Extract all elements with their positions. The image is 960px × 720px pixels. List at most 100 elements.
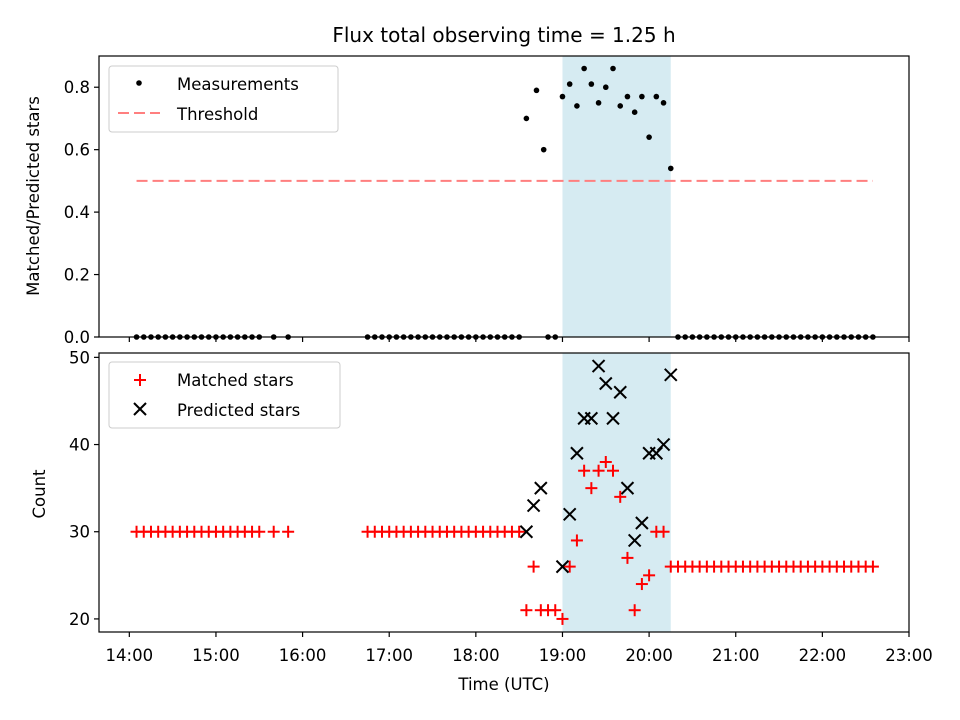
predicted-star-point xyxy=(562,507,577,522)
measurement-point xyxy=(602,84,609,91)
top-legend: Measurements Threshold xyxy=(108,65,339,133)
bottom-ytick-label: 40 xyxy=(69,436,90,455)
measurement-point xyxy=(624,93,631,100)
bottom-y-axis-label: Count xyxy=(30,469,49,519)
measurement-point xyxy=(631,109,638,115)
top-legend-box xyxy=(108,65,339,133)
top-x-axis-ticks xyxy=(128,337,910,342)
measurement-point xyxy=(646,134,652,140)
top-y-axis-label: Matched/Predicted stars xyxy=(24,96,43,296)
bottom-legend-box xyxy=(108,361,341,429)
predicted-star-point xyxy=(534,481,548,495)
predicted-star-point xyxy=(656,437,671,452)
matched-star-point xyxy=(253,525,266,538)
predicted-star-point xyxy=(649,446,664,460)
matched-star-point xyxy=(614,490,627,503)
bottom-xtick-label: 18:00 xyxy=(452,646,500,665)
top-y-axis-ticks: 0.0 0.2 0.4 0.6 0.8 xyxy=(64,78,99,347)
measurement-point xyxy=(559,93,566,100)
measurement-point xyxy=(667,165,674,172)
measurements-series xyxy=(133,65,876,340)
matched-star-point xyxy=(267,525,280,538)
matched-star-point xyxy=(570,534,583,547)
top-panel: 0.0 0.2 0.4 0.6 0.8 Flux total observing tim… xyxy=(24,23,910,347)
matched-star-point xyxy=(556,612,569,625)
legend-matched-marker xyxy=(134,374,146,386)
legend-matched-label: Matched stars xyxy=(177,371,294,390)
top-ytick-label: 0.6 xyxy=(64,141,90,160)
predicted-star-point xyxy=(664,368,678,382)
matched-star-point xyxy=(527,560,540,573)
predicted-star-point xyxy=(635,516,649,530)
predicted-star-point xyxy=(526,498,541,513)
matched-star-point xyxy=(599,455,612,468)
predicted-star-point xyxy=(570,446,584,460)
matched-star-point xyxy=(549,604,562,617)
bottom-axes-frame xyxy=(98,352,910,633)
legend-predicted-label: Predicted stars xyxy=(177,401,300,420)
matched-star-point xyxy=(621,551,634,564)
measurement-point xyxy=(581,65,587,72)
bottom-xtick-label: 15:00 xyxy=(192,646,240,665)
measurement-point xyxy=(617,103,624,109)
measurement-point xyxy=(533,87,540,94)
bottom-x-axis-ticks: 14:00 15:00 16:00 17:00 18:00 19:00 20:00 21:00… xyxy=(106,632,933,665)
predicted-star-point xyxy=(584,411,599,426)
measurement-point xyxy=(653,93,660,100)
matched-stars-series xyxy=(130,455,879,625)
measurement-point xyxy=(540,146,547,153)
bottom-xtick-label: 23:00 xyxy=(885,646,933,665)
measurement-point xyxy=(639,93,645,100)
measurement-point xyxy=(566,81,573,87)
chart-title: Flux total observing time = 1.25 h xyxy=(332,23,675,47)
legend-threshold-label: Threshold xyxy=(176,105,258,124)
bottom-ytick-label: 30 xyxy=(69,523,90,542)
top-ytick-label: 0.4 xyxy=(64,203,90,222)
matched-star-point xyxy=(513,525,526,538)
bottom-ytick-label: 20 xyxy=(69,610,90,629)
matched-star-point xyxy=(585,482,598,495)
measurement-point xyxy=(610,65,616,72)
measurement-point xyxy=(660,100,667,106)
matched-star-point xyxy=(607,464,620,477)
predicted-star-point xyxy=(555,559,570,574)
top-axes-frame xyxy=(98,55,910,338)
measurement-point xyxy=(574,103,580,109)
legend-measurements-label: Measurements xyxy=(177,75,299,94)
bottom-ytick-label: 50 xyxy=(69,348,90,367)
matched-star-point xyxy=(282,525,295,538)
legend-measurements-marker xyxy=(136,80,142,86)
bottom-xtick-label: 22:00 xyxy=(799,646,847,665)
matched-star-point xyxy=(628,604,641,617)
measurement-point xyxy=(523,115,530,122)
matched-star-point xyxy=(657,525,670,538)
matched-star-point xyxy=(635,578,648,591)
matched-star-point xyxy=(866,560,879,573)
top-ytick-label: 0.2 xyxy=(64,266,90,285)
predicted-star-point xyxy=(591,359,606,373)
predicted-stars-series xyxy=(519,359,678,574)
bottom-panel: 20 30 40 50 14:00 15:00 16:00 17:00 18:00 19:00 2… xyxy=(30,348,933,694)
top-ytick-label: 0.0 xyxy=(64,328,90,347)
predicted-star-point xyxy=(620,481,635,495)
measurement-point xyxy=(588,81,595,87)
bottom-xtick-label: 16:00 xyxy=(279,646,327,665)
bottom-highlight-span xyxy=(562,353,671,632)
bottom-xtick-label: 20:00 xyxy=(625,646,673,665)
predicted-star-point xyxy=(519,525,534,539)
matched-star-point xyxy=(578,464,591,477)
predicted-star-point xyxy=(613,385,627,399)
bottom-xtick-label: 21:00 xyxy=(712,646,760,665)
bottom-y-axis-ticks: 20 30 40 50 xyxy=(69,348,99,629)
predicted-star-point xyxy=(627,533,642,548)
predicted-star-point xyxy=(606,411,620,426)
top-highlight-span xyxy=(562,56,671,337)
bottom-xtick-label: 19:00 xyxy=(539,646,587,665)
matched-star-point xyxy=(563,560,576,573)
top-ytick-label: 0.8 xyxy=(64,78,90,97)
bottom-legend: Matched stars Predicted stars xyxy=(108,361,341,429)
measurement-point xyxy=(595,100,602,106)
matched-star-point xyxy=(643,569,656,582)
bottom-xtick-label: 17:00 xyxy=(365,646,413,665)
